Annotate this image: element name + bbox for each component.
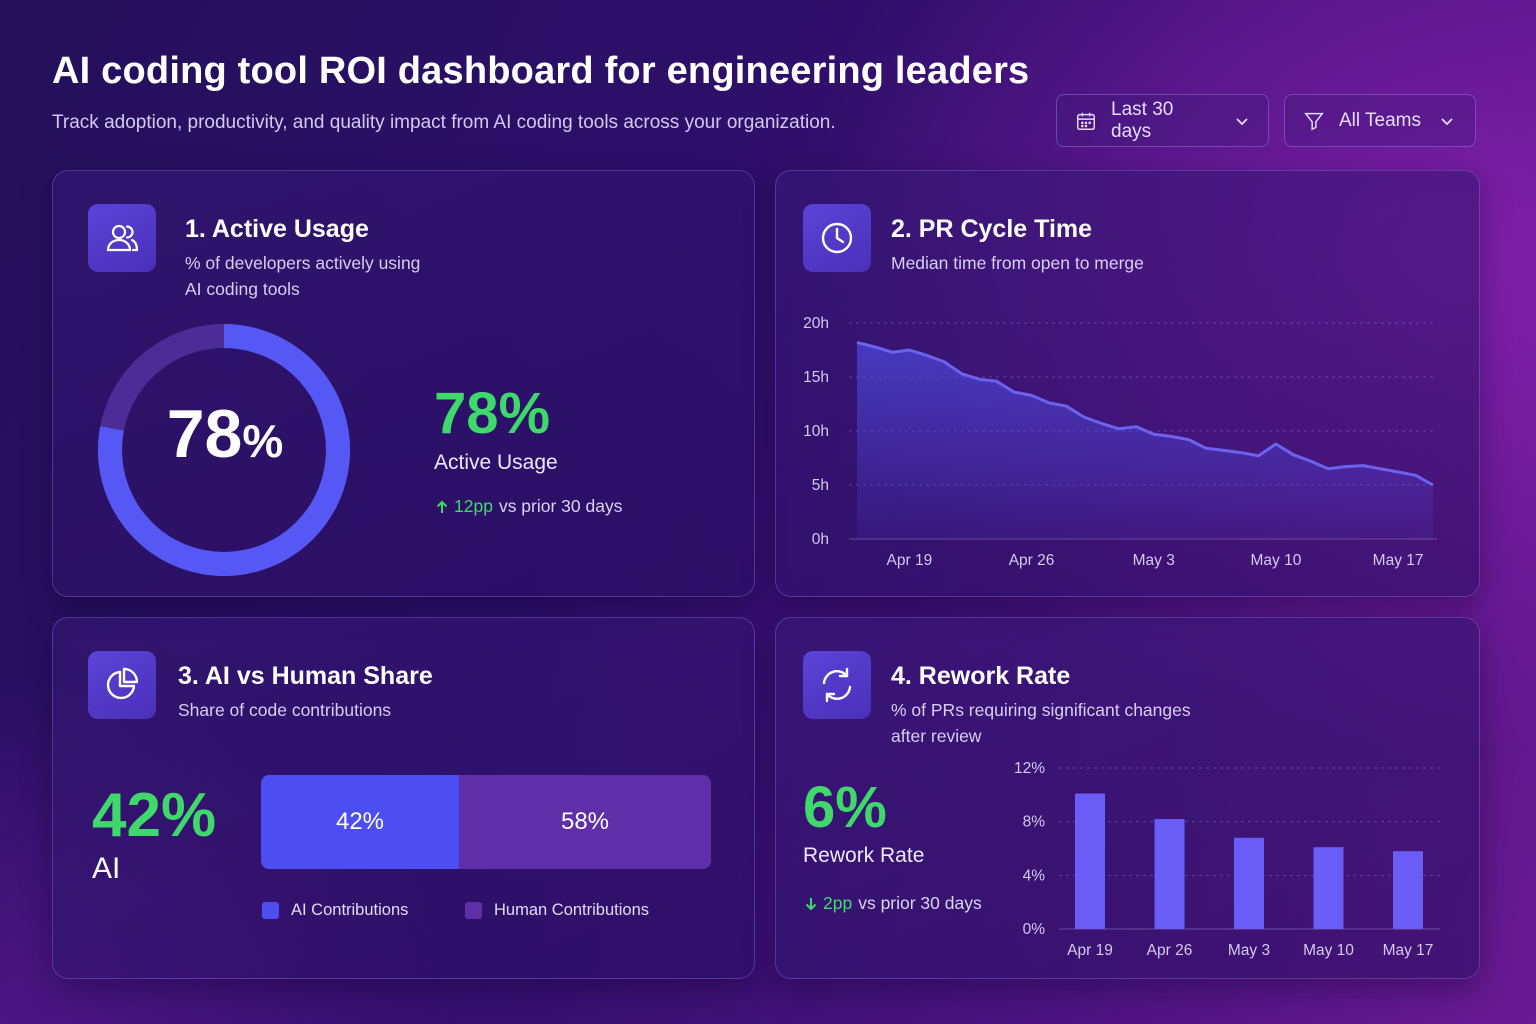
- y-tick-label: 10h: [803, 423, 829, 440]
- y-tick-label: 20h: [803, 315, 829, 332]
- ai-share-value: 42%: [92, 781, 217, 850]
- chevron-down-icon: [1236, 117, 1248, 125]
- x-tick-label: Apr 26: [1009, 552, 1055, 569]
- y-tick-label: 8%: [1023, 814, 1046, 831]
- active-usage-donut: [98, 324, 350, 576]
- rework-value: 6%: [803, 775, 887, 840]
- ai-share-title: 3. AI vs Human Share: [178, 662, 433, 690]
- refresh-icon-tile: [803, 651, 871, 719]
- pr-cycle-chart: 20h 15h 10h 5h 0h Apr 19 Apr 26 May 3 May 10 May …: [803, 315, 1437, 569]
- pr-cycle-description: Median time from open to merge: [891, 253, 1144, 273]
- x-tick-label: Apr 26: [1147, 942, 1193, 959]
- donut-arc: [98, 324, 350, 576]
- series-line: [856, 340, 1434, 487]
- legend-human-swatch: [465, 902, 482, 919]
- filter-icon: [1304, 112, 1324, 130]
- ai-human-stacked-bar: 42% 58%: [261, 775, 711, 869]
- bar: [1393, 851, 1423, 929]
- team-dropdown[interactable]: All Teams: [1284, 94, 1476, 147]
- legend-ai-swatch: [262, 902, 279, 919]
- rework-description: % of PRs requiring significant changes a…: [891, 700, 1191, 746]
- ai-share-description: Share of code contributions: [178, 700, 392, 720]
- ai-share-label: AI: [92, 852, 121, 885]
- human-segment: 58%: [459, 775, 711, 869]
- active-usage-label: Active Usage: [434, 451, 558, 474]
- active-usage-title: 1. Active Usage: [185, 215, 369, 243]
- x-tick-label: May 3: [1228, 942, 1270, 959]
- x-tick-label: May 3: [1133, 552, 1175, 569]
- refresh-icon: [822, 667, 852, 703]
- rework-delta: 2pp vs prior 30 days: [803, 893, 982, 914]
- x-tick-label: May 10: [1303, 942, 1354, 959]
- rework-card: 4. Rework Rate % of PRs requiring signif…: [775, 617, 1480, 979]
- y-tick-label: 15h: [803, 369, 829, 386]
- rework-title: 4. Rework Rate: [891, 662, 1071, 690]
- pr-cycle-title: 2. PR Cycle Time: [891, 215, 1093, 243]
- clock-icon-tile: [803, 204, 871, 272]
- pie-chart-icon: [106, 667, 139, 700]
- page-title: AI coding tool ROI dashboard for enginee…: [52, 50, 1030, 92]
- team-label: All Teams: [1339, 109, 1422, 131]
- y-tick-label: 5h: [812, 477, 829, 494]
- users-icon: [106, 224, 139, 252]
- rework-label: Rework Rate: [803, 844, 925, 867]
- date-range-dropdown[interactable]: Last 30 days: [1056, 94, 1269, 147]
- arrow-down-icon: [805, 897, 817, 910]
- date-range-label: Last 30 days: [1111, 98, 1174, 142]
- legend-ai: AI Contributions: [262, 901, 408, 920]
- rework-bar-chart: 12% 8% 4% 0% Apr 19 Apr 26 May 3 May 10 May 17: [1014, 760, 1440, 959]
- bar: [1075, 793, 1105, 929]
- ai-segment: 42%: [261, 775, 459, 869]
- donut-center-value: 78%: [166, 396, 284, 472]
- clock-icon: [821, 222, 853, 254]
- y-tick-label: 0h: [812, 531, 829, 548]
- area-fill: [857, 342, 1433, 539]
- legend-human: Human Contributions: [465, 901, 649, 920]
- y-tick-label: 0%: [1023, 921, 1046, 938]
- pie-chart-icon-tile: [88, 651, 156, 719]
- bar: [1313, 847, 1344, 929]
- bar: [1154, 818, 1185, 929]
- page-subtitle: Track adoption, productivity, and qualit…: [52, 112, 836, 133]
- active-usage-value: 78%: [434, 381, 551, 446]
- x-tick-label: May 17: [1383, 942, 1434, 959]
- y-tick-label: 4%: [1023, 867, 1046, 884]
- active-usage-card: 1. Active Usage % of developers actively…: [52, 170, 755, 597]
- active-usage-description: % of developers actively using AI coding…: [185, 253, 421, 299]
- calendar-icon: [1077, 112, 1095, 130]
- x-tick-label: May 10: [1250, 552, 1301, 569]
- x-tick-label: Apr 19: [1067, 942, 1113, 959]
- users-icon-tile: [88, 204, 156, 272]
- y-tick-label: 12%: [1014, 760, 1045, 777]
- x-tick-label: Apr 19: [887, 552, 933, 569]
- x-tick-label: May 17: [1373, 552, 1424, 569]
- active-usage-delta: 12pp vs prior 30 days: [434, 496, 622, 517]
- chevron-down-icon: [1441, 117, 1453, 125]
- bar: [1234, 837, 1264, 929]
- arrow-up-icon: [436, 500, 448, 513]
